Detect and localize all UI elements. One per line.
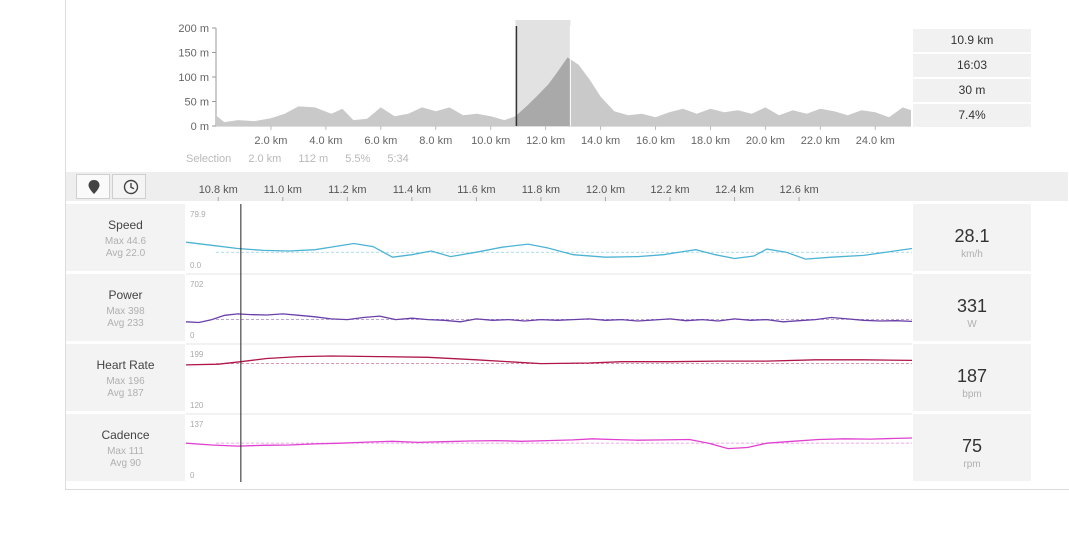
speed-value-panel: 28.1 km/h: [913, 204, 1031, 271]
elevation-x-tick-label: 22.0 km: [801, 135, 840, 147]
speed-max: Max 44.6: [104, 236, 147, 247]
time-mode-button[interactable]: [112, 174, 146, 199]
selection-stats: Selection 2.0 km 112 m 5.5% 5:34: [186, 153, 423, 165]
speed-avg: Avg 22.0: [105, 248, 146, 259]
metric-chart-power: 702 0: [186, 273, 913, 340]
selection-time: 5:34: [387, 153, 409, 165]
heart-rate-label-panel: Heart Rate Max 196 Avg 187: [66, 344, 185, 411]
series-line: [186, 355, 913, 366]
detail-x-tick-label: 11.2 km: [328, 184, 366, 196]
cadence-max: Max 111: [107, 446, 144, 457]
power-label-panel: Power Max 398 Avg 233: [66, 274, 185, 341]
scale-bottom-label: 0: [190, 331, 195, 340]
detail-x-tick-label: 12.0 km: [586, 184, 625, 196]
series-line: [186, 241, 913, 260]
scale-top-label: 79.9: [190, 210, 206, 219]
speed-label-panel: Speed Max 44.6 Avg 22.0: [66, 204, 185, 271]
detail-charts[interactable]: 79.9 0.0 702 0 199 120 137 0: [186, 204, 913, 484]
elevation-x-tick-label: 8.0 km: [419, 135, 452, 147]
detail-x-tick-label: 11.4 km: [393, 184, 431, 196]
elevation-x-tick-label: 4.0 km: [309, 135, 342, 147]
summary-distance: 10.9 km: [913, 29, 1031, 52]
chart-toolbar: [66, 172, 1068, 201]
heart-rate-value: 187: [956, 366, 988, 386]
elevation-chart[interactable]: 2.0 km 4.0 km 6.0 km 8.0 km 10.0 km 12.0 km 14…: [160, 20, 920, 150]
summary-grade: 7.4%: [913, 104, 1031, 127]
power-name: Power: [108, 288, 143, 302]
elevation-x-tick-label: 24.0 km: [856, 135, 895, 147]
selection-window[interactable]: [216, 20, 911, 126]
detail-x-tick-label: 11.8 km: [522, 184, 560, 196]
elevation-x-tick-label: 14.0 km: [581, 135, 620, 147]
speed-value: 28.1: [954, 226, 990, 246]
cadence-avg: Avg 90: [110, 458, 141, 469]
selection-distance: 2.0 km: [248, 153, 282, 165]
scale-top-label: 199: [190, 350, 204, 359]
elevation-x-tick-label: 12.0 km: [526, 135, 565, 147]
scale-bottom-label: 0.0: [190, 261, 202, 270]
power-value: 331: [956, 296, 988, 316]
scale-top-label: 702: [190, 280, 204, 289]
detail-x-tick-label: 12.2 km: [650, 184, 689, 196]
detail-x-tick-label: 12.4 km: [715, 184, 754, 196]
metric-chart-cadence: 137 0: [186, 413, 913, 480]
detail-x-tick-label: 11.0 km: [264, 184, 302, 196]
cadence-value-panel: 75 rpm: [913, 414, 1031, 481]
detail-x-tick-label: 11.6 km: [457, 184, 495, 196]
selection-elevation: 112 m: [298, 153, 329, 165]
power-max: Max 398: [106, 306, 145, 317]
summary-time: 16:03: [913, 54, 1031, 77]
elevation-x-tick-label: 6.0 km: [364, 135, 397, 147]
heart-rate-max: Max 196: [106, 376, 145, 387]
series-line: [186, 437, 913, 450]
cadence-name: Cadence: [101, 428, 150, 442]
elevation-y-tick-label: 150 m: [178, 48, 209, 60]
map-pin-icon: [88, 180, 100, 194]
clock-icon: [123, 179, 139, 195]
elevation-y-tick-label: 200 m: [178, 23, 209, 35]
elevation-y-tick-label: 50 m: [185, 97, 209, 109]
summary-elevation: 30 m: [913, 79, 1031, 102]
scale-bottom-label: 0: [190, 471, 195, 480]
speed-unit: km/h: [961, 249, 983, 260]
power-avg: Avg 233: [107, 318, 144, 329]
power-value-panel: 331 W: [913, 274, 1031, 341]
detail-x-tick-label: 12.6 km: [779, 184, 818, 196]
elevation-x-tick-label: 16.0 km: [636, 135, 675, 147]
elevation-x-tick-label: 20.0 km: [746, 135, 785, 147]
elevation-x-tick-label: 18.0 km: [691, 135, 730, 147]
heart-rate-avg: Avg 187: [107, 388, 144, 399]
series-line: [186, 313, 913, 324]
cadence-value: 75: [961, 436, 983, 456]
elevation-y-tick-label: 100 m: [178, 72, 209, 84]
distance-mode-button[interactable]: [76, 174, 110, 199]
selection-label: Selection: [186, 153, 232, 165]
metric-chart-heart-rate: 199 120: [186, 343, 913, 410]
detail-x-ticks: 10.8 km 11.0 km 11.2 km 11.4 km 11.6 km 11.8 …: [199, 184, 819, 201]
heart-rate-unit: bpm: [962, 389, 982, 400]
heart-rate-name: Heart Rate: [96, 358, 155, 372]
elevation-y-tick-label: 0 m: [191, 121, 209, 133]
chart-panel: [65, 0, 1069, 490]
selection-grade: 5.5%: [345, 153, 371, 165]
metric-chart-speed: 79.9 0.0: [186, 210, 913, 270]
elevation-x-ticks: 2.0 km 4.0 km 6.0 km 8.0 km 10.0 km 12.0 km 14…: [254, 126, 895, 147]
detail-x-tick-label: 10.8 km: [199, 184, 238, 196]
cadence-label-panel: Cadence Max 111 Avg 90: [66, 414, 185, 481]
elevation-x-tick-label: 2.0 km: [254, 135, 287, 147]
elevation-x-tick-label: 10.0 km: [471, 135, 510, 147]
speed-name: Speed: [108, 218, 143, 232]
elevation-y-ticks: 0 m 50 m 100 m 150 m 200 m: [178, 23, 216, 133]
scale-top-label: 137: [190, 420, 204, 429]
cadence-unit: rpm: [963, 459, 981, 470]
power-unit: W: [967, 319, 977, 330]
heart-rate-value-panel: 187 bpm: [913, 344, 1031, 411]
selection-elevation-area: [515, 57, 571, 126]
scale-bottom-label: 120: [190, 401, 204, 410]
